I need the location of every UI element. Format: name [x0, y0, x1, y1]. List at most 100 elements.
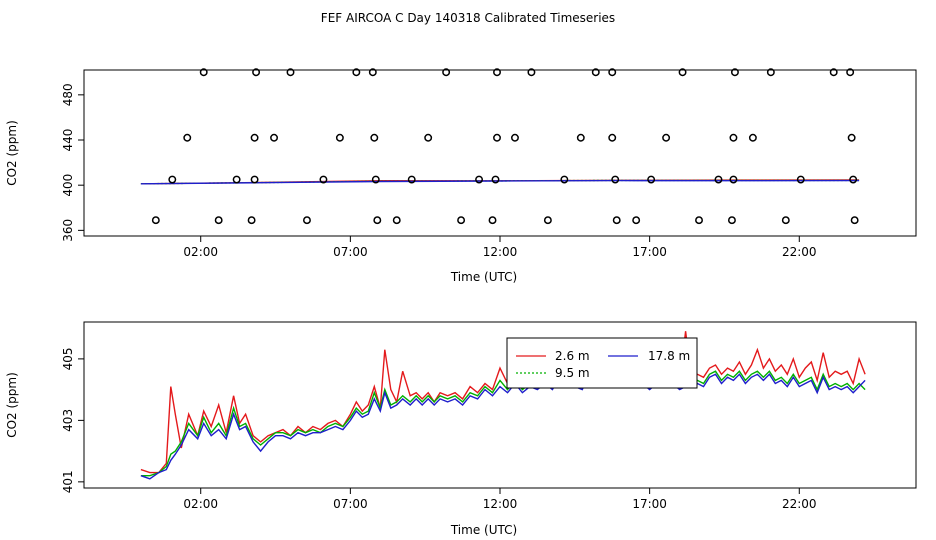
x-tick-label: 07:00 — [333, 497, 368, 511]
y-tick-label: 440 — [61, 129, 75, 152]
calibration-point — [591, 68, 600, 77]
x-tick-label: 17:00 — [632, 245, 667, 259]
calibration-point — [151, 216, 160, 225]
calibration-point — [846, 68, 855, 77]
calibration-point — [766, 68, 775, 77]
x-tick-label: 17:00 — [632, 497, 667, 511]
calibration-point — [168, 175, 177, 184]
calibration-point — [319, 175, 328, 184]
calibration-point — [407, 175, 416, 184]
y-tick-label: 400 — [61, 174, 75, 197]
calibration-point — [250, 133, 259, 142]
calibration-y-label: CO2 (ppm) — [5, 120, 19, 186]
calibration-point — [373, 216, 382, 225]
calibration-point — [493, 68, 501, 77]
calibration-point — [286, 68, 295, 77]
calibration-point — [371, 175, 380, 184]
calibration-point — [270, 133, 278, 142]
series-line-17-8-m — [140, 179, 860, 185]
y-tick-label: 403 — [61, 409, 75, 432]
calibration-point — [560, 175, 569, 184]
y-tick-label: 360 — [61, 219, 75, 242]
calibration-point — [576, 133, 585, 142]
series-line-2-6-m — [140, 331, 866, 474]
series-line-9-5-m — [140, 349, 866, 477]
calibration-point — [232, 175, 241, 184]
calibration-point — [730, 68, 739, 77]
calibration-point — [491, 175, 500, 184]
y-tick-label: 405 — [61, 347, 75, 370]
calibration-point — [729, 175, 738, 184]
timeseries-y-axis: 401 403 405 — [61, 347, 84, 493]
calibration-point — [250, 175, 259, 184]
calibration-point — [727, 216, 736, 225]
calibration-point — [511, 133, 519, 142]
y-tick-label: 480 — [61, 83, 75, 106]
calibration-point — [214, 216, 223, 225]
calibration-point — [662, 133, 671, 142]
legend: 2.6 m 17.8 m 9.5 m — [506, 337, 698, 389]
calibration-point — [199, 68, 208, 77]
calibration-point — [632, 216, 641, 225]
calibration-point — [647, 175, 656, 184]
x-tick-label: 07:00 — [333, 245, 368, 259]
legend-label-9-5m: 9.5 m — [555, 366, 590, 380]
y-tick-label: 401 — [61, 470, 75, 493]
calibration-point — [714, 175, 723, 184]
calibration-point — [442, 68, 451, 77]
calibration-point — [781, 216, 790, 225]
calibration-series — [140, 179, 860, 185]
x-tick-label: 22:00 — [782, 245, 817, 259]
timeseries-series — [140, 331, 866, 480]
calibration-point — [303, 216, 311, 225]
timeseries-x-axis: 02:00 07:00 12:00 17:00 22:00 — [183, 488, 817, 511]
calibration-point — [608, 68, 617, 77]
calibration-point — [748, 133, 757, 142]
x-tick-label: 12:00 — [483, 497, 518, 511]
calibration-point — [695, 216, 703, 225]
calibration-points — [151, 68, 859, 225]
calibration-point — [612, 216, 621, 225]
timeseries-panel: 02:00 07:00 12:00 17:00 22:00 401 403 405 Time… — [5, 321, 917, 537]
calibration-point — [183, 133, 192, 142]
calibration-panel: 02:00 07:00 12:00 17:00 22:00 360 400 440 480 T… — [5, 68, 917, 284]
calibration-x-label: Time (UTC) — [450, 270, 517, 284]
timeseries-y-label: CO2 (ppm) — [5, 372, 19, 438]
calibration-point — [611, 175, 620, 184]
calibration-point — [678, 68, 687, 77]
x-tick-label: 12:00 — [483, 245, 518, 259]
calibration-point — [424, 133, 433, 142]
x-tick-label: 02:00 — [183, 245, 218, 259]
calibration-point — [729, 133, 738, 142]
calibration-point — [847, 133, 856, 142]
calibration-point — [392, 216, 401, 225]
calibration-point — [850, 216, 859, 225]
calibration-point — [370, 133, 379, 142]
calibration-point — [527, 68, 536, 77]
calibration-point — [796, 175, 805, 184]
figure-title: FEF AIRCOA C Day 140318 Calibrated Times… — [321, 11, 615, 25]
legend-label-2-6m: 2.6 m — [555, 349, 590, 363]
x-tick-label: 22:00 — [782, 497, 817, 511]
calibration-point — [493, 133, 501, 142]
calibration-y-axis: 360 400 440 480 — [61, 83, 84, 242]
calibration-point — [488, 216, 497, 225]
calibration-point — [335, 133, 344, 142]
calibration-point — [457, 216, 466, 225]
calibration-point — [252, 68, 261, 77]
calibration-point — [352, 68, 361, 77]
calibration-point — [247, 216, 256, 225]
legend-box — [506, 337, 698, 389]
calibration-x-axis: 02:00 07:00 12:00 17:00 22:00 — [183, 236, 817, 259]
calibration-plot-frame — [83, 69, 917, 237]
calibration-point — [829, 68, 838, 77]
legend-label-17-8m: 17.8 m — [648, 349, 690, 363]
calibration-point — [608, 133, 617, 142]
calibration-point — [475, 175, 484, 184]
calibration-point — [368, 68, 377, 77]
calibration-point — [543, 216, 552, 225]
x-tick-label: 02:00 — [183, 497, 218, 511]
calibration-point — [849, 175, 858, 184]
timeseries-plot-frame — [83, 321, 917, 489]
